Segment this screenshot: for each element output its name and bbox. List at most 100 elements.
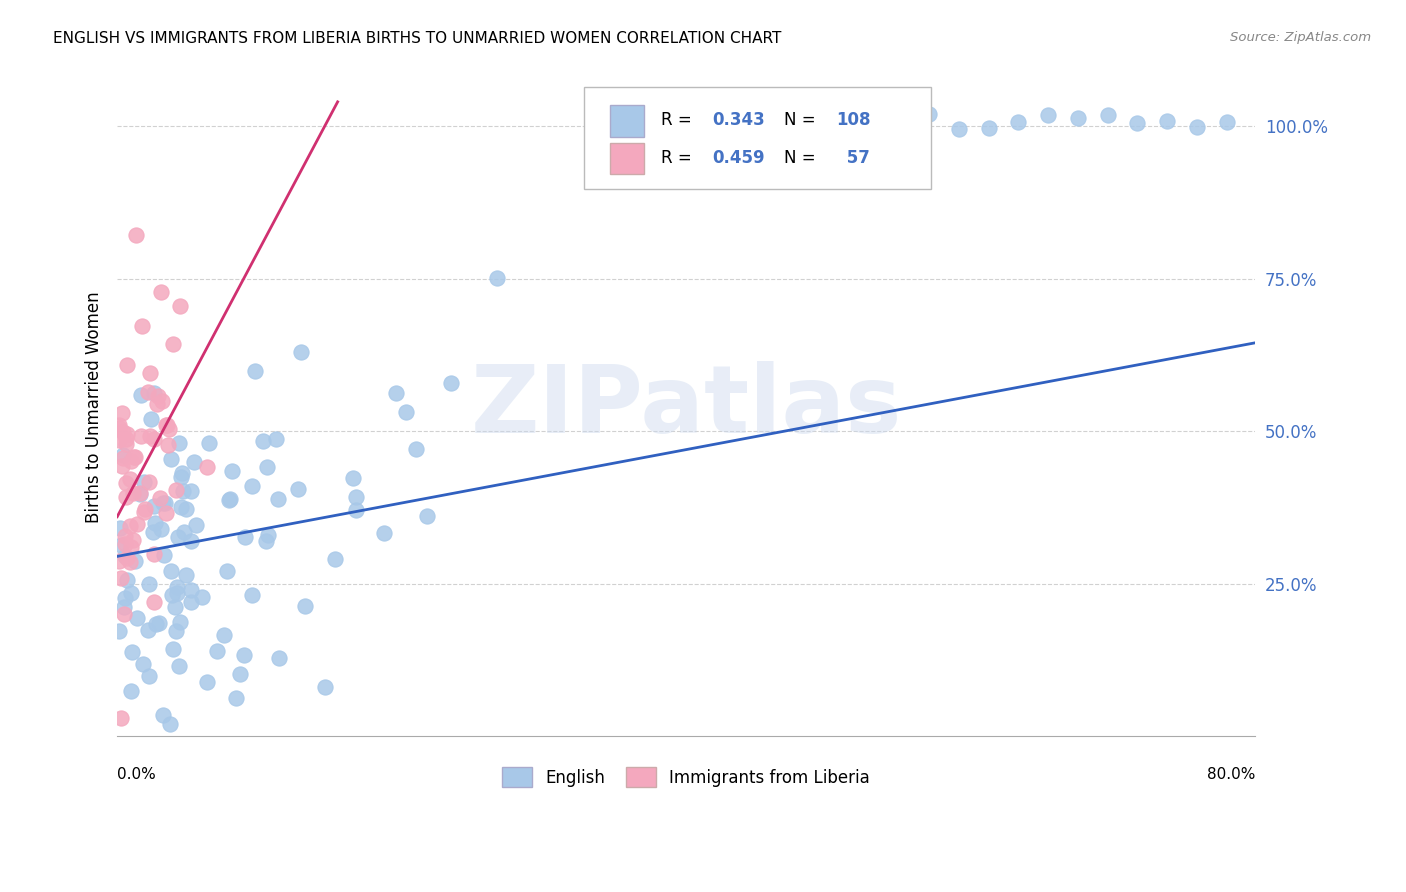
Point	[170, 470, 193, 484]
Point	[114, 529, 136, 543]
Point	[342, 471, 364, 485]
Point	[219, 492, 242, 507]
Point	[254, 533, 277, 548]
Point	[149, 491, 172, 505]
Point	[167, 436, 190, 450]
Point	[162, 641, 184, 656]
Point	[314, 680, 336, 694]
Point	[180, 534, 202, 549]
Point	[128, 485, 150, 500]
Point	[142, 595, 165, 609]
Point	[344, 502, 367, 516]
Point	[148, 389, 170, 403]
Point	[121, 645, 143, 659]
Point	[264, 432, 287, 446]
Text: 0.0%: 0.0%	[117, 767, 156, 782]
Point	[112, 607, 135, 621]
Point	[143, 516, 166, 531]
Point	[1156, 114, 1178, 128]
Point	[1007, 115, 1029, 129]
FancyBboxPatch shape	[583, 87, 931, 189]
Point	[110, 538, 132, 552]
Point	[197, 435, 219, 450]
Point	[134, 505, 156, 519]
Point	[139, 412, 162, 426]
Point	[416, 508, 439, 523]
Point	[169, 615, 191, 629]
Text: 80.0%: 80.0%	[1206, 767, 1256, 782]
Point	[120, 586, 142, 600]
Point	[138, 669, 160, 683]
Point	[180, 484, 202, 499]
Point	[112, 600, 135, 615]
Point	[124, 450, 146, 464]
Point	[159, 717, 181, 731]
FancyBboxPatch shape	[610, 143, 644, 174]
Point	[136, 385, 159, 400]
Point	[129, 487, 152, 501]
Point	[207, 644, 229, 658]
Point	[252, 434, 274, 448]
Point	[120, 454, 142, 468]
Point	[111, 458, 134, 473]
Point	[142, 499, 165, 513]
Point	[240, 479, 263, 493]
Point	[1036, 108, 1059, 122]
Point	[257, 528, 280, 542]
Point	[114, 491, 136, 505]
Text: 0.343: 0.343	[713, 112, 765, 129]
Point	[114, 591, 136, 606]
Point	[114, 537, 136, 551]
Point	[149, 522, 172, 536]
Point	[159, 565, 181, 579]
Legend: English, Immigrants from Liberia: English, Immigrants from Liberia	[496, 760, 876, 794]
Point	[269, 651, 291, 665]
Point	[889, 123, 911, 137]
Point	[323, 552, 346, 566]
Point	[150, 285, 173, 299]
Point	[125, 227, 148, 242]
Point	[152, 548, 174, 562]
Point	[142, 432, 165, 446]
Point	[115, 437, 138, 451]
Point	[111, 406, 134, 420]
Point	[107, 554, 129, 568]
Point	[132, 475, 155, 489]
Point	[115, 432, 138, 446]
Point	[160, 588, 183, 602]
Point	[155, 417, 177, 432]
Point	[150, 394, 173, 409]
Point	[129, 428, 152, 442]
Point	[118, 518, 141, 533]
Point	[157, 438, 180, 452]
Point	[124, 554, 146, 568]
Point	[107, 433, 129, 447]
Point	[167, 530, 190, 544]
FancyBboxPatch shape	[610, 105, 644, 136]
Point	[486, 271, 509, 285]
Point	[122, 533, 145, 547]
Point	[346, 490, 368, 504]
Point	[134, 501, 156, 516]
Text: 0.459: 0.459	[713, 150, 765, 168]
Point	[172, 483, 194, 498]
Point	[240, 588, 263, 602]
Point	[111, 449, 134, 463]
Point	[918, 107, 941, 121]
Point	[162, 336, 184, 351]
Point	[225, 691, 247, 706]
Point	[395, 405, 418, 419]
Point	[180, 582, 202, 597]
Point	[143, 385, 166, 400]
Point	[218, 493, 240, 508]
Text: N =: N =	[785, 150, 821, 168]
Point	[132, 657, 155, 672]
Point	[136, 623, 159, 637]
Point	[170, 500, 193, 514]
Point	[245, 363, 267, 377]
Point	[166, 580, 188, 594]
Point	[142, 547, 165, 561]
Point	[212, 628, 235, 642]
Point	[110, 571, 132, 585]
Point	[129, 387, 152, 401]
